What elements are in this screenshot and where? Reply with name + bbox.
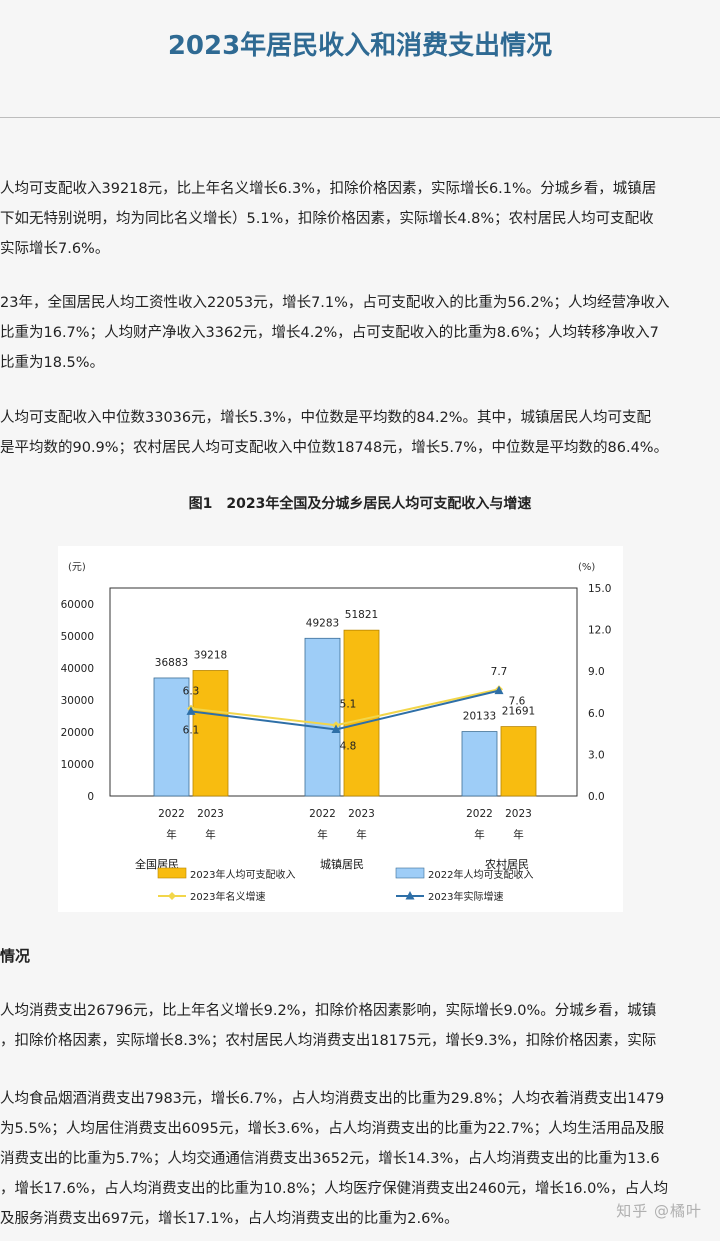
nominal-growth-label: 5.1 [340,698,357,710]
header-divider [0,117,720,118]
figure-caption: 图1 2023年全国及分城乡居民人均可支配收入与增速 [188,496,532,512]
text-line: 人均消费支出26796元，比上年名义增长9.2%，扣除价格因素影响，实际增长9.… [0,1003,657,1019]
bar-2022-label: 36883 [155,657,188,669]
legend-label-nominal: 2023年名义增速 [190,890,265,903]
legend-label-real: 2023年实际增速 [428,890,503,903]
right-tick-label: 12.0 [588,625,611,637]
bar-2023-label: 51821 [345,609,378,621]
x-year-suffix: 年 [356,828,367,841]
text-line: 人均食品烟酒消费支出7983元，增长6.7%，占人均消费支出的比重为29.8%；… [0,1091,665,1107]
x-year-label: 2022 [158,808,185,820]
left-tick-label: 0 [87,791,94,803]
plot-frame [109,587,578,797]
x-year-label: 2022 [309,808,336,820]
real-growth-label: 4.8 [340,740,357,752]
text-line: 消费支出的比重为5.7%；人均交通通信消费支出3652元，增长14.3%，占人均… [0,1151,660,1167]
section-heading: 情况 [0,947,31,965]
nominal-growth-label: 7.7 [491,666,508,678]
x-category-label: 城镇居民 [320,857,364,871]
right-tick-label: 15.0 [588,583,611,595]
paragraph-median: 人均可支配收入中位数33036元，增长5.3%，中位数是平均数的84.2%。其中… [0,403,720,463]
nominal-growth-label: 6.3 [183,686,200,698]
text-line: 比重为18.5%。 [0,355,105,371]
income-chart: (元) 0 10000 20000 30000 40000 50000 60000 (%) 0.0… [58,546,623,912]
text-line: 人均可支配收入39218元，比上年名义增长6.3%，扣除价格因素，实际增长6.1… [0,181,657,197]
right-tick-label: 9.0 [588,666,605,678]
real-growth-point [186,706,196,715]
paragraph-income-sources: 23年，全国居民人均工资性收入22053元，增长7.1%，占可支配收入的比重为5… [0,288,720,378]
real-growth-point [331,724,341,733]
watermark: 知乎 @橘叶 [616,1202,702,1220]
legend-label-2022: 2022年人均可支配收入 [428,868,533,881]
bar-2022-label: 49283 [306,617,339,629]
paragraph-consumption-structure: 人均食品烟酒消费支出7983元，增长6.7%，占人均消费支出的比重为29.8%；… [0,1084,720,1234]
bar-2023 [500,726,537,797]
right-axis-unit: (%) [578,562,595,573]
x-category-label: 农村居民 [485,857,529,871]
legend-marker-real [405,891,415,900]
right-tick-label: 6.0 [588,708,605,720]
x-year-label: 2023 [505,808,532,820]
text-line: ，增长17.6%，占人均消费支出的比重为10.8%；人均医疗保健消费支出2460… [0,1181,669,1197]
real-growth-label: 7.6 [509,696,526,708]
x-year-label: 2023 [197,808,224,820]
left-tick-label: 60000 [61,599,94,611]
left-tick-label: 10000 [61,759,94,771]
left-tick-label: 50000 [61,631,94,643]
text-line: 比重为16.7%；人均财产净收入3362元，增长4.2%，占可支配收入的比重为8… [0,325,659,341]
bar-2022 [153,677,190,797]
x-year-label: 2023 [348,808,375,820]
text-line: 为5.5%；人均居住消费支出6095元，增长3.6%，占人均消费支出的比重为22… [0,1121,665,1137]
text-line: 及服务消费支出697元，增长17.1%，占人均消费支出的比重为2.6%。 [0,1211,459,1227]
text-line: 是平均数的90.9%；农村居民人均可支配收入中位数18748元，增长5.7%，中… [0,440,669,456]
text-line: ，扣除价格因素，实际增长8.3%；农村居民人均消费支出18175元，增长9.3%… [0,1033,657,1049]
text-line: 人均可支配收入中位数33036元，增长5.3%，中位数是平均数的84.2%。其中… [0,410,652,426]
x-year-suffix: 年 [166,828,177,841]
x-year-label: 2022 [466,808,493,820]
legend-label-2023: 2023年人均可支配收入 [190,868,295,881]
text-line: 23年，全国居民人均工资性收入22053元，增长7.1%，占可支配收入的比重为5… [0,295,670,311]
bar-2023 [192,670,229,797]
x-year-suffix: 年 [205,828,216,841]
right-tick-label: 3.0 [588,749,605,761]
x-year-suffix: 年 [317,828,328,841]
bar-2022 [461,731,498,797]
real-growth-point [494,685,504,695]
paragraph-consumption: 人均消费支出26796元，比上年名义增长9.2%，扣除价格因素影响，实际增长9.… [0,996,720,1056]
paragraph-income: 人均可支配收入39218元，比上年名义增长6.3%，扣除价格因素，实际增长6.1… [0,174,720,264]
left-axis-unit: (元) [68,562,86,573]
right-tick-label: 0.0 [588,791,605,803]
bar-2023-label: 21691 [502,706,535,718]
bar-2023-label: 39218 [194,650,227,662]
x-year-suffix: 年 [513,828,524,841]
text-line: 下如无特别说明，均为同比名义增长）5.1%，扣除价格因素，实际增长4.8%；农村… [0,211,654,227]
left-tick-label: 20000 [61,727,94,739]
text-line: 实际增长7.6%。 [0,241,110,257]
chart-svg: (元) 0 10000 20000 30000 40000 50000 60000 (%) 0.0… [61,562,612,903]
bar-2023 [343,629,380,797]
left-tick-label: 40000 [61,663,94,675]
real-growth-label: 6.1 [183,724,200,736]
x-year-suffix: 年 [474,828,485,841]
x-category-label: 全国居民 [135,857,179,871]
legend-swatch-2023 [157,867,187,879]
bar-2022-label: 20133 [463,711,496,723]
legend-marker-nominal [168,892,176,900]
legend-swatch-2022 [395,867,425,879]
bar-2022 [304,637,341,797]
page-title: 2023年居民收入和消费支出情况 [167,31,553,61]
left-tick-label: 30000 [61,695,94,707]
